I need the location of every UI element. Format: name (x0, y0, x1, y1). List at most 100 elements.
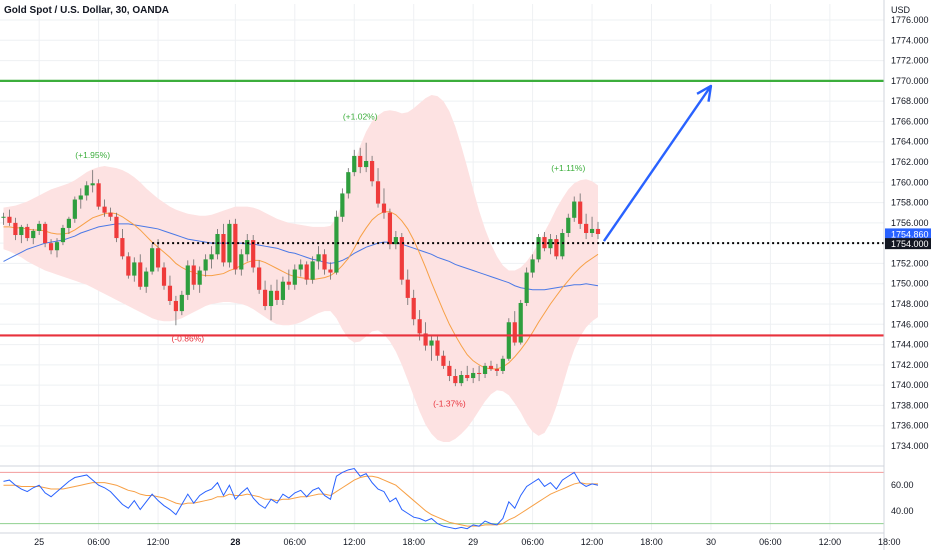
candle-bear (126, 256, 131, 276)
candle-bull (310, 261, 315, 280)
candle-bull (72, 199, 77, 219)
candle-bear (512, 322, 517, 343)
price-tick-label: 1772.000 (891, 56, 929, 66)
price-tick-label: 1770.000 (891, 76, 929, 86)
candle-bear (494, 368, 500, 371)
price-tick-label: 1740.000 (891, 380, 929, 390)
candle-bear (48, 243, 54, 251)
candle-bear (167, 285, 173, 301)
candle-bear (417, 319, 422, 334)
candle-bull (471, 372, 476, 379)
time-tick-label: 25 (34, 537, 44, 547)
candle-bear (102, 206, 107, 213)
candle-bull (31, 230, 36, 239)
time-tick-label: 06:00 (521, 537, 544, 547)
candle-bear (328, 269, 333, 273)
time-tick-label: 12:00 (147, 537, 170, 547)
rsi-panel (0, 465, 884, 530)
candle-bull (346, 172, 351, 194)
time-tick-label: 06:00 (759, 537, 782, 547)
candle-bull (316, 254, 321, 262)
time-tick-label: 06:00 (284, 537, 307, 547)
candle-bear (405, 279, 410, 298)
candle-bull (334, 216, 339, 273)
moving-averages (3, 211, 599, 370)
candle-bear (43, 223, 48, 244)
time-tick-label: 12:00 (343, 537, 366, 547)
candle-bear (108, 212, 113, 217)
candle-bull (209, 254, 214, 260)
candle-bear (173, 300, 179, 312)
candle-bull (548, 239, 553, 249)
candle-bear (369, 160, 375, 182)
candle-bear (114, 216, 119, 239)
price-tick-label: 1744.000 (891, 340, 929, 350)
candle-bear (96, 183, 101, 207)
candle-bear (25, 226, 30, 239)
candle-bear (584, 223, 589, 233)
candle-bear (453, 376, 458, 384)
candle-bear (161, 267, 167, 286)
candle-bull (84, 185, 89, 196)
candle-bull (506, 322, 511, 359)
pct-annotation: (-0.86%) (171, 334, 204, 344)
candle-bear (595, 228, 601, 235)
time-tick-label: 18:00 (402, 537, 425, 547)
candle-bull (429, 340, 434, 346)
candle-bull (589, 228, 595, 233)
candle-bear (155, 248, 161, 268)
candle-bear (411, 297, 416, 320)
price-tick-label: 1776.000 (891, 15, 929, 25)
candle-bear (387, 212, 393, 245)
candle-bull (54, 242, 60, 251)
candle-bull (536, 237, 541, 260)
time-tick-label: 30 (706, 537, 716, 547)
time-tick-label: 18:00 (640, 537, 663, 547)
candle-bear (477, 372, 482, 374)
candle-bull (150, 248, 155, 272)
candle-bear (554, 239, 559, 257)
current-price-label: 1754.860 (891, 229, 929, 239)
candle-bear (257, 267, 262, 290)
candle-bull (340, 193, 345, 217)
price-tick-label: 1762.000 (891, 157, 929, 167)
time-tick-label: 18:00 (878, 537, 901, 547)
candle-bull (524, 272, 529, 303)
candle-bear (138, 262, 143, 287)
candle-bear (447, 365, 452, 377)
candle-bull (185, 265, 190, 295)
price-tick-label: 1774.000 (891, 35, 929, 45)
time-tick-label: 12:00 (581, 537, 604, 547)
rsi-tick-label: 60.00 (891, 480, 914, 490)
candle-bull (292, 269, 297, 285)
candle-bear (233, 223, 238, 270)
candle-bear (221, 234, 226, 263)
time-tick-label: 06:00 (87, 537, 110, 547)
ma-fast-line (3, 211, 599, 370)
time-tick-label: 28 (230, 537, 240, 547)
candle-bull (227, 223, 232, 263)
ma-slow-line (3, 223, 599, 291)
candle-bull (482, 365, 488, 374)
price-tick-label: 1738.000 (891, 400, 929, 410)
candle-bull (37, 223, 42, 231)
candle-bull (393, 237, 398, 245)
candle-bull (179, 294, 184, 312)
candle-bull (60, 227, 66, 243)
price-tick-label: 1736.000 (891, 421, 929, 431)
currency-label: USD (891, 5, 911, 15)
candle-bear (375, 181, 381, 204)
candle-bull (90, 183, 95, 186)
candle-bear (578, 201, 583, 224)
arrow-shaft (602, 85, 712, 242)
candles (1, 142, 601, 387)
price-tick-label: 1768.000 (891, 96, 929, 106)
price-tick-label: 1748.000 (891, 299, 929, 309)
candle-bull (132, 262, 137, 276)
candle-bull (560, 233, 565, 257)
candle-bear (441, 355, 446, 366)
candle-bear (488, 365, 494, 369)
candle-bull (215, 234, 220, 255)
current-price-tag (885, 228, 931, 240)
